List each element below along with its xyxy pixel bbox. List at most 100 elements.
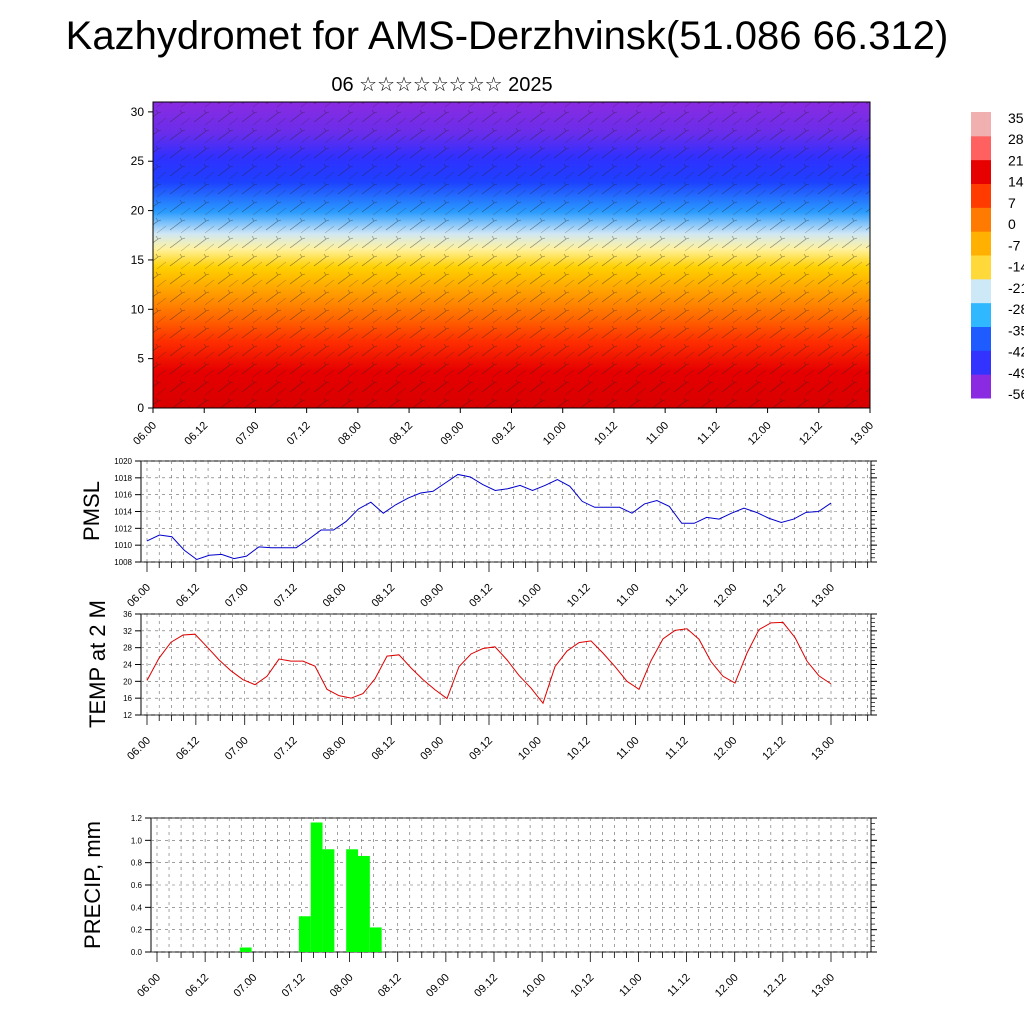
x-tick-label: 12.00	[713, 972, 741, 1000]
y-tick-label: 0.0	[131, 948, 143, 957]
x-tick-label: 12.00	[711, 735, 739, 763]
x-tick-label: 06.00	[135, 972, 163, 1000]
x-tick-label: 08.12	[369, 735, 397, 763]
series-line	[146, 621, 832, 705]
colorbar-tick-label: 35	[1008, 110, 1024, 126]
colorbar-swatch	[971, 278, 991, 304]
x-tick-label: 07.12	[280, 972, 308, 1000]
x-tick-label: 13.00	[809, 972, 837, 1000]
precip-bar	[322, 849, 335, 952]
x-tick-label: 07.00	[223, 735, 251, 763]
precip-bar	[358, 855, 370, 952]
y-tick-label: 0.8	[131, 859, 143, 868]
y-tick-label: 0.4	[131, 903, 143, 912]
page-subtitle: 06 ☆☆☆☆☆☆☆☆ 2025	[331, 74, 553, 96]
x-tick-label: 11.00	[617, 972, 644, 999]
y-tick-label: 1008	[114, 558, 132, 567]
colorbar-tick-label: -42	[1008, 344, 1024, 360]
x-tick-label: 10.12	[565, 735, 593, 763]
precip-bar	[239, 947, 252, 952]
colorbar-tick-label: -35	[1008, 322, 1024, 338]
x-tick-label: 12.12	[760, 735, 788, 763]
y-axis-label: PMSL	[79, 481, 104, 541]
x-tick-label: 08.12	[376, 972, 404, 1000]
colorbar-swatch	[971, 374, 991, 399]
x-tick-label: 07.00	[231, 972, 259, 1000]
x-tick-label: 10.12	[565, 582, 593, 610]
pmsl-panel: 1008 1010 1012 1014 1016 1018 1020 06.00 06.12 07…	[79, 457, 877, 610]
field-x-tick-label: 11.12	[695, 420, 722, 447]
x-tick-label: 09.12	[472, 972, 500, 1000]
field-y-tick-label: 20	[131, 204, 145, 218]
y-tick-label: 0.2	[131, 926, 143, 935]
precip-bar	[346, 849, 359, 952]
colorbar-tick-label: -14	[1008, 259, 1024, 275]
x-tick-label: 10.00	[516, 582, 544, 610]
colorbar-swatch	[971, 231, 991, 256]
x-tick-label: 13.00	[809, 582, 837, 610]
colorbar-swatch	[971, 183, 991, 208]
temp-panel: 12 16 20 24 28 32 36 06.00 06.12 07.00 07.12 08.00 0…	[85, 600, 877, 763]
field-y-tick-label: 15	[131, 253, 145, 267]
y-tick-label: 1012	[114, 524, 132, 533]
x-tick-label: 07.12	[272, 735, 300, 763]
x-tick-label: 11.00	[614, 735, 641, 762]
field-x-tick-label: 07.12	[285, 420, 313, 448]
colorbar-swatch	[971, 159, 991, 184]
field-x-tick-label: 09.00	[438, 420, 466, 448]
y-tick-label: 1016	[114, 491, 132, 500]
x-tick-label: 06.12	[174, 735, 202, 763]
colorbar-swatch	[971, 255, 991, 280]
field-x-tick-label: 10.00	[541, 420, 569, 448]
field-y-tick-label: 25	[131, 154, 145, 168]
x-tick-label: 09.00	[418, 735, 446, 763]
colorbar-tick-label: 0	[1008, 216, 1016, 232]
x-tick-label: 08.00	[328, 972, 356, 1000]
x-tick-label: 06.12	[174, 582, 202, 610]
x-tick-label: 08.00	[321, 735, 349, 763]
colorbar: 35 28 21 14 7 0 -7 -14 -21 -28 -35 -42 -49 -56	[971, 110, 1024, 402]
colorbar-swatch	[971, 302, 991, 327]
y-axis-label: TEMP at 2 M	[85, 600, 110, 728]
colorbar-tick-label: 21	[1008, 152, 1024, 168]
y-tick-label: 24	[123, 661, 132, 670]
field-x-tick-label: 12.00	[746, 420, 774, 448]
colorbar-tick-label: -21	[1008, 280, 1024, 296]
y-axis-label: PRECIP, mm	[80, 821, 105, 949]
colorbar-swatch	[971, 135, 991, 161]
field-x-tick-label: 06.12	[182, 420, 210, 448]
x-tick-label: 11.12	[663, 735, 690, 762]
x-tick-label: 10.12	[568, 972, 596, 1000]
precip-bar	[298, 916, 311, 952]
field-x-tick-label: 13.00	[848, 420, 876, 448]
field-x-tick-label: 11.00	[644, 420, 671, 447]
y-tick-label: 20	[123, 677, 132, 686]
colorbar-swatch	[971, 350, 991, 375]
colorbar-swatch	[971, 207, 991, 232]
x-tick-label: 10.00	[516, 735, 544, 763]
field-y-tick-label: 10	[131, 302, 145, 316]
x-tick-label: 09.12	[467, 735, 495, 763]
x-tick-label: 12.12	[761, 972, 789, 1000]
y-tick-label: 28	[123, 644, 132, 653]
y-tick-label: 1020	[114, 457, 132, 466]
y-tick-label: 32	[123, 627, 132, 636]
x-tick-label: 06.00	[125, 582, 153, 610]
field-x-tick-label: 08.00	[336, 420, 364, 448]
colorbar-tick-label: 7	[1008, 195, 1016, 211]
field-y-tick-label: 30	[131, 105, 145, 119]
precip-bar	[310, 822, 323, 952]
x-tick-label: 11.00	[614, 582, 641, 609]
field-x-tick-label: 10.12	[592, 420, 620, 448]
y-tick-label: 0.6	[131, 881, 143, 890]
colorbar-tick-label: 14	[1008, 174, 1024, 190]
x-tick-label: 07.00	[223, 582, 251, 610]
field-x-tick-label: 08.12	[387, 420, 415, 448]
field-x-tick-label: 07.00	[234, 420, 262, 448]
x-tick-label: 12.12	[760, 582, 788, 610]
y-tick-label: 36	[123, 610, 132, 619]
colorbar-tick-label: 28	[1008, 131, 1024, 147]
y-tick-label: 1.2	[131, 814, 143, 823]
x-tick-label: 08.00	[321, 582, 349, 610]
x-tick-label: 09.00	[424, 972, 452, 1000]
